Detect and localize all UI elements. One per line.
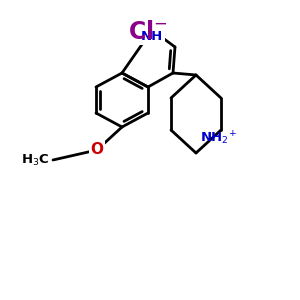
Text: H$_3$C: H$_3$C [21,152,49,167]
Text: Cl$^{-}$: Cl$^{-}$ [128,20,168,44]
Text: NH: NH [141,30,163,43]
Text: NH$_2$$^{+}$: NH$_2$$^{+}$ [200,130,237,147]
Text: O: O [91,142,103,158]
